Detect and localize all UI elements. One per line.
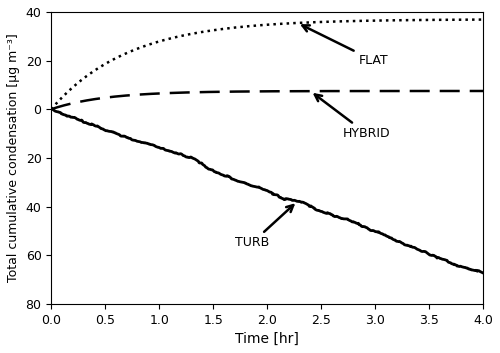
Text: TURB: TURB bbox=[235, 205, 294, 250]
Text: FLAT: FLAT bbox=[302, 25, 388, 67]
Y-axis label: Total cumulative condensation [μg m⁻³]: Total cumulative condensation [μg m⁻³] bbox=[7, 34, 20, 282]
Text: HYBRID: HYBRID bbox=[315, 95, 390, 140]
X-axis label: Time [hr]: Time [hr] bbox=[235, 332, 299, 346]
